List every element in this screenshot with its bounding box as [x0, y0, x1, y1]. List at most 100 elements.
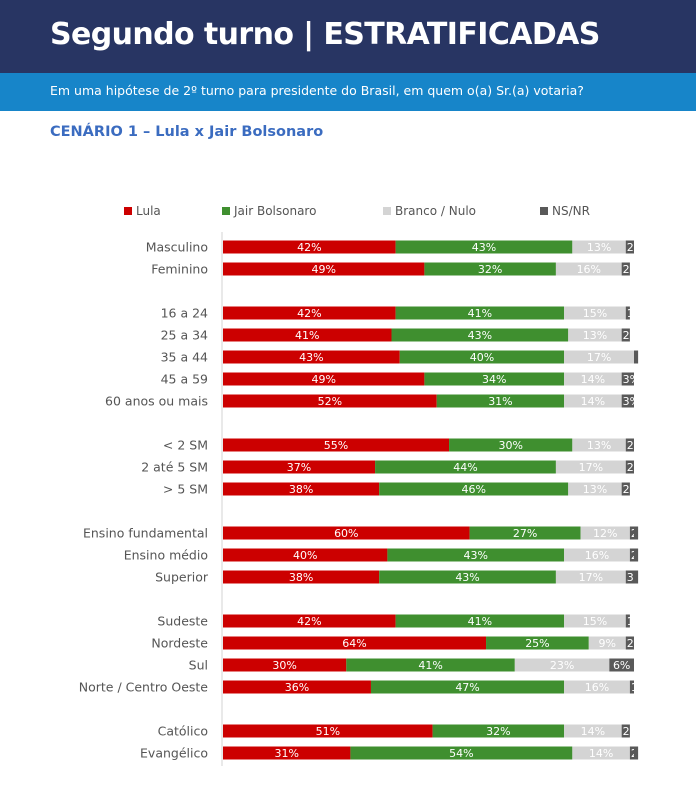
question-text: Em uma hipótese de 2º turno para preside…: [50, 83, 584, 98]
bar-lula-35-a-44: [223, 350, 400, 364]
bar-lula-25-a-34: [223, 328, 392, 342]
bar-branco-nulo-2-sm: [572, 438, 626, 452]
data-label-ns-nr-norte-centro-oeste: 1%: [631, 681, 648, 694]
data-label-jair-bolsonaro-nordeste: 25%: [525, 637, 549, 650]
bar-ns-nr-cat-lico: [621, 724, 630, 738]
bar-jair-bolsonaro-5-sm: [379, 482, 569, 496]
category-label-25-a-34: 25 a 34: [161, 328, 208, 343]
bar-lula-sudeste: [223, 614, 396, 628]
bar-branco-nulo-60-anos-ou-mais: [564, 394, 622, 408]
data-label-lula-60-anos-ou-mais: 52%: [318, 395, 342, 408]
data-label-ns-nr-masculino: 2%: [627, 241, 644, 254]
bar-ns-nr-superior: [625, 570, 639, 584]
bar-jair-bolsonaro-25-a-34: [391, 328, 569, 342]
data-label-branco-nulo-sudeste: 15%: [583, 615, 607, 628]
category-label-sul: Sul: [189, 658, 208, 673]
category-label-cat-lico: Católico: [158, 724, 208, 739]
legend-label-lula: Lula: [136, 204, 161, 218]
header-banner: Segundo turno | ESTRATIFICADAS: [0, 0, 696, 73]
bar-lula-2-sm: [223, 438, 450, 452]
data-label-jair-bolsonaro-norte-centro-oeste: 47%: [455, 681, 479, 694]
category-label-5-sm: > 5 SM: [163, 482, 208, 497]
data-label-branco-nulo-35-a-44: 17%: [587, 351, 611, 364]
data-label-jair-bolsonaro-ensino-fundamental: 27%: [513, 527, 537, 540]
data-label-ns-nr-25-a-34: 2%: [623, 329, 640, 342]
legend-item-lula: Lula: [124, 204, 161, 218]
legend-label-branco-nulo: Branco / Nulo: [395, 204, 476, 218]
bar-jair-bolsonaro-sul: [346, 658, 515, 672]
legend-item-bolsonaro: Jair Bolsonaro: [222, 204, 316, 218]
data-label-lula-35-a-44: 43%: [299, 351, 323, 364]
data-label-jair-bolsonaro-16-a-24: 41%: [468, 307, 492, 320]
bar-ns-nr-2-at-5-sm: [625, 460, 634, 474]
page-title: Segundo turno | ESTRATIFICADAS: [50, 17, 600, 52]
legend-item-branco-nulo: Branco / Nulo: [383, 204, 476, 218]
question-banner: Em uma hipótese de 2º turno para preside…: [0, 73, 696, 111]
data-label-branco-nulo-evang-lico: 14%: [589, 747, 613, 760]
bar-branco-nulo-ensino-m-dio: [564, 548, 630, 562]
data-label-jair-bolsonaro-evang-lico: 54%: [449, 747, 473, 760]
bar-lula-16-a-24: [223, 306, 396, 320]
data-label-jair-bolsonaro-60-anos-ou-mais: 31%: [488, 395, 512, 408]
data-label-jair-bolsonaro-sudeste: 41%: [468, 615, 492, 628]
bar-jair-bolsonaro-nordeste: [486, 636, 589, 650]
data-label-ns-nr-nordeste: 2%: [627, 637, 644, 650]
bar-jair-bolsonaro-evang-lico: [350, 746, 573, 760]
bar-branco-nulo-2-at-5-sm: [555, 460, 626, 474]
data-label-lula-16-a-24: 42%: [297, 307, 321, 320]
bar-branco-nulo-35-a-44: [564, 350, 634, 364]
category-label-nordeste: Nordeste: [151, 636, 208, 651]
bar-ns-nr-sudeste: [625, 614, 630, 628]
category-label-ensino-fundamental: Ensino fundamental: [83, 526, 208, 541]
data-label-jair-bolsonaro-2-sm: 30%: [498, 439, 522, 452]
bar-jair-bolsonaro-masculino: [395, 240, 573, 254]
data-label-lula-norte-centro-oeste: 36%: [285, 681, 309, 694]
bar-ns-nr-nordeste: [625, 636, 634, 650]
legend-swatch-lula: [124, 207, 132, 215]
legend-swatch-nsnr: [540, 207, 548, 215]
bar-lula-masculino: [223, 240, 396, 254]
data-label-lula-superior: 38%: [289, 571, 313, 584]
bar-jair-bolsonaro-ensino-m-dio: [387, 548, 565, 562]
bar-jair-bolsonaro-feminino: [424, 262, 556, 276]
data-label-lula-evang-lico: 31%: [274, 747, 298, 760]
bar-branco-nulo-nordeste: [588, 636, 626, 650]
bar-jair-bolsonaro-35-a-44: [399, 350, 565, 364]
bar-jair-bolsonaro-2-sm: [449, 438, 573, 452]
bar-jair-bolsonaro-cat-lico: [432, 724, 565, 738]
data-label-jair-bolsonaro-35-a-44: 40%: [470, 351, 494, 364]
bar-lula-ensino-fundamental: [223, 526, 470, 540]
bar-lula-ensino-m-dio: [223, 548, 388, 562]
data-label-lula-cat-lico: 51%: [316, 725, 340, 738]
bar-branco-nulo-superior: [555, 570, 626, 584]
data-label-ns-nr-sul: 6%: [613, 659, 630, 672]
bar-ns-nr-35-a-44: [634, 350, 639, 364]
category-label-norte-centro-oeste: Norte / Centro Oeste: [79, 680, 209, 695]
category-label-ensino-m-dio: Ensino médio: [124, 548, 208, 563]
bar-jair-bolsonaro-ensino-fundamental: [469, 526, 581, 540]
data-label-jair-bolsonaro-25-a-34: 43%: [468, 329, 492, 342]
bar-ns-nr-60-anos-ou-mais: [621, 394, 634, 408]
data-label-branco-nulo-masculino: 13%: [587, 241, 611, 254]
category-label-45-a-59: 45 a 59: [161, 372, 208, 387]
category-label-evang-lico: Evangélico: [140, 746, 208, 761]
data-label-jair-bolsonaro-feminino: 32%: [478, 263, 502, 276]
category-label-2-sm: < 2 SM: [163, 438, 208, 453]
data-label-jair-bolsonaro-45-a-59: 34%: [482, 373, 506, 386]
bar-ns-nr-feminino: [621, 262, 630, 276]
bar-jair-bolsonaro-superior: [379, 570, 556, 584]
bar-jair-bolsonaro-45-a-59: [424, 372, 565, 386]
data-label-ns-nr-5-sm: 2%: [623, 483, 640, 496]
bar-lula-nordeste: [223, 636, 487, 650]
bar-ns-nr-sul: [609, 658, 634, 672]
data-label-branco-nulo-norte-centro-oeste: 16%: [585, 681, 609, 694]
data-label-lula-45-a-59: 49%: [311, 373, 335, 386]
data-label-ns-nr-feminino: 2%: [623, 263, 640, 276]
data-label-lula-feminino: 49%: [311, 263, 335, 276]
bar-branco-nulo-ensino-fundamental: [580, 526, 630, 540]
data-label-jair-bolsonaro-sul: 41%: [418, 659, 442, 672]
data-label-lula-2-sm: 55%: [324, 439, 348, 452]
category-label-16-a-24: 16 a 24: [161, 306, 208, 321]
bar-lula-cat-lico: [223, 724, 433, 738]
